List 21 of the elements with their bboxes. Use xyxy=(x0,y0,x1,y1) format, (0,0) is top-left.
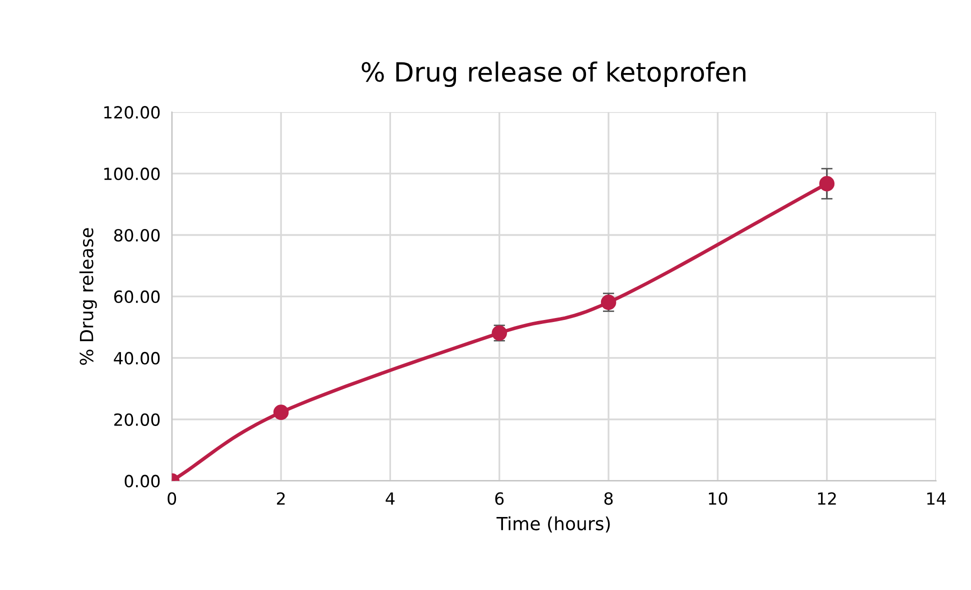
x-tick-label: 4 xyxy=(386,492,395,505)
x-axis-title: Time (hours) xyxy=(496,516,610,533)
y-tick-label: 80.00 xyxy=(114,228,160,242)
x-tick-label: 10 xyxy=(708,492,728,505)
x-tick-label: 6 xyxy=(495,492,504,505)
y-tick-label: 120.00 xyxy=(104,106,160,119)
x-tick-label: 14 xyxy=(927,492,946,505)
y-axis-title: % Drug release xyxy=(79,228,97,365)
y-tick-label: 100.00 xyxy=(104,168,160,180)
point xyxy=(273,404,289,420)
y-tick-label: 0.00 xyxy=(124,474,160,488)
point xyxy=(819,176,835,192)
x-tick-label: 0 xyxy=(168,492,176,505)
y-tick-label: 60.00 xyxy=(114,290,160,304)
x-tick-label: 2 xyxy=(276,492,285,505)
y-tick-label: 20.00 xyxy=(114,413,160,426)
point xyxy=(600,294,616,310)
x-tick-label: 8 xyxy=(604,492,613,505)
y-tick-label: 40.00 xyxy=(114,352,160,364)
chart-title: % Drug release of ketoprofen xyxy=(362,61,746,88)
x-tick-label: 12 xyxy=(818,492,836,505)
